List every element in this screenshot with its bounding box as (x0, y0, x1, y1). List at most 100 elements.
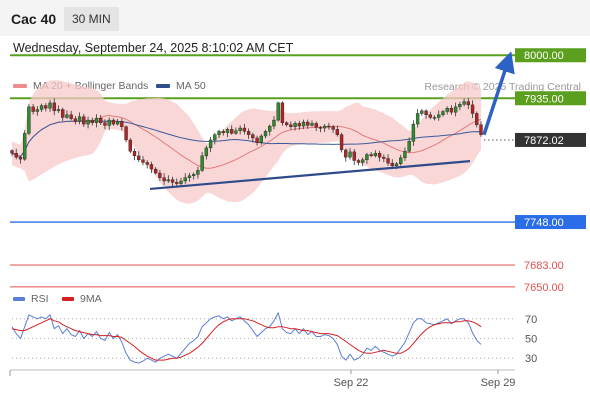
candle-body (327, 125, 331, 128)
candle-body (470, 104, 475, 114)
candle-body (175, 182, 179, 184)
candle-body (137, 155, 141, 161)
candle-body (306, 121, 310, 126)
candle-body (390, 162, 394, 166)
candle-body (158, 172, 162, 178)
legend-9ma: 9MA (62, 293, 102, 305)
legend-rsi: RSI (13, 293, 49, 305)
candle-body (437, 114, 441, 118)
legend-ma50-swatch (156, 84, 170, 88)
candle-body (103, 122, 107, 126)
candle-body (238, 127, 242, 131)
candle-body (73, 118, 78, 122)
candle-body (14, 152, 18, 158)
candle-body (322, 125, 327, 129)
candle-body (94, 117, 99, 123)
bollinger-band (12, 80, 481, 204)
candle-body (27, 106, 31, 134)
candle-body (77, 116, 82, 122)
candle-body (399, 157, 403, 164)
candle-body (82, 116, 86, 125)
candle-body (297, 123, 301, 127)
candle-body (246, 131, 251, 135)
rsi-tick-label: 30 (525, 353, 537, 365)
candle-body (377, 152, 382, 158)
candle-body (48, 102, 52, 109)
rsi-tick-label: 70 (525, 314, 537, 326)
candle-body (263, 131, 268, 137)
candle-body (403, 151, 407, 159)
candle-body (289, 124, 293, 127)
x-tick-label: Sep 29 (481, 377, 516, 389)
candle-body (90, 119, 94, 123)
candle-body (120, 121, 124, 127)
candle-body (221, 131, 225, 133)
candle-body (170, 179, 175, 183)
candle-body (22, 133, 27, 160)
candle-body (187, 175, 192, 178)
header-bar: Cac 40 30 MIN (0, 0, 590, 36)
candle-body (153, 168, 158, 174)
candle-body (132, 151, 137, 157)
candle-body (230, 129, 234, 134)
candle-body (162, 177, 166, 182)
timeframe-button[interactable]: 30 MIN (64, 7, 119, 31)
candle-body (428, 114, 432, 118)
candle-body (145, 162, 149, 165)
candle-body (183, 177, 187, 182)
forecast-arrow (482, 51, 515, 136)
candle-body (335, 129, 340, 135)
candle-body (204, 147, 209, 157)
rsi-line (11, 311, 482, 364)
candle-body (39, 105, 44, 110)
candle-body (115, 121, 120, 125)
level-label-7935.00: 7935.00 (524, 93, 564, 105)
candle-body (445, 107, 449, 112)
candle-body (61, 109, 65, 118)
candle-body (386, 158, 390, 164)
candle-body (141, 159, 145, 163)
candle-body (234, 130, 238, 134)
candle-body (196, 170, 200, 175)
candle-body (361, 159, 365, 163)
candle-body (255, 137, 259, 143)
candle-body (449, 107, 454, 113)
candle-body (344, 149, 348, 158)
candle-body (149, 164, 154, 170)
level-label-7748.00: 7748.00 (524, 217, 564, 229)
support-trendline (149, 160, 471, 191)
candle-body (272, 119, 276, 127)
candle-body (56, 109, 61, 112)
candle-body (420, 110, 424, 114)
level-label-box-7748.00 (515, 215, 586, 230)
candle-body (356, 160, 361, 163)
candle-body (394, 163, 399, 166)
legend-ma20-swatch (13, 84, 27, 88)
level-label-8000.00: 8000.00 (524, 50, 564, 62)
candle-body (217, 131, 221, 135)
candle-body (284, 122, 289, 125)
candle-body (339, 134, 344, 151)
candle-body (69, 114, 73, 119)
candle-body (432, 117, 437, 119)
candle-body (128, 139, 132, 152)
candle-body (293, 123, 297, 127)
candle-body (331, 126, 335, 130)
candle-body (424, 110, 428, 116)
candle-body (382, 156, 386, 159)
current-price-label: 7872.02 (524, 135, 564, 147)
candle-body (124, 126, 128, 141)
candle-body (280, 102, 285, 123)
level-label-box-7935.00 (515, 91, 586, 106)
rsi-9ma-line (11, 318, 482, 361)
datetime-label: Wednesday, September 24, 2025 8:10:02 AM… (13, 41, 294, 55)
candle-body (213, 134, 217, 141)
candle-body (318, 127, 323, 129)
candle-body (310, 123, 314, 126)
candle-body (415, 113, 420, 125)
candle-body (107, 119, 111, 126)
candle-body (166, 179, 171, 182)
candle-body (86, 119, 90, 125)
current-price-label-box (515, 132, 586, 147)
